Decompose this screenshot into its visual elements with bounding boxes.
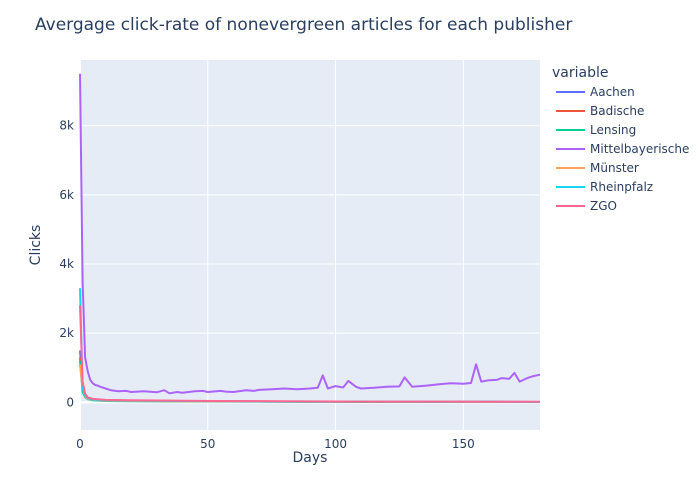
legend-item-m-nster[interactable]: Münster — [556, 161, 639, 175]
legend-title: variable — [552, 65, 608, 81]
series-lines — [79, 73, 541, 403]
y-tick-label: 0 — [66, 395, 74, 409]
legend-label: ZGO — [590, 199, 617, 213]
legend-label: Rheinpfalz — [590, 180, 653, 194]
y-axis-ticks: 0 2k 4k 6k 8k — [59, 119, 74, 410]
y-tick-label: 2k — [59, 326, 74, 340]
y-tick-label: 4k — [59, 257, 74, 271]
legend-item-aachen[interactable]: Aachen — [556, 85, 635, 99]
legend-item-mittelbayerische[interactable]: Mittelbayerische — [556, 142, 689, 156]
legend-item-zgo[interactable]: ZGO — [556, 199, 617, 213]
x-axis-label: Days — [293, 450, 328, 466]
y-axis-label: Clicks — [28, 225, 44, 266]
legend-label: Mittelbayerische — [590, 142, 689, 156]
x-tick-label: 0 — [76, 437, 84, 451]
legend-label: Aachen — [590, 85, 635, 99]
series-line-zgo — [79, 305, 540, 403]
legend-label: Lensing — [590, 123, 636, 137]
legend-label: Münster — [590, 161, 639, 175]
legend-item-badische[interactable]: Badische — [556, 104, 644, 118]
plot-area — [80, 60, 540, 430]
y-tick-label: 8k — [59, 119, 74, 133]
legend-item-rheinpfalz[interactable]: Rheinpfalz — [556, 180, 653, 194]
x-tick-label: 50 — [200, 437, 215, 451]
x-axis-ticks: 0 50 100 150 — [76, 437, 475, 451]
legend: variable Aachen Badische Lensing Mittelbaye… — [552, 65, 689, 213]
x-tick-label: 150 — [452, 437, 475, 451]
x-tick-label: 100 — [324, 437, 347, 451]
chart-title: Avergage click-rate of nonevergreen arti… — [35, 15, 572, 35]
series-line-mittelbayerische — [79, 73, 541, 395]
legend-item-lensing[interactable]: Lensing — [556, 123, 636, 137]
legend-label: Badische — [590, 104, 644, 118]
y-tick-label: 6k — [59, 188, 74, 202]
